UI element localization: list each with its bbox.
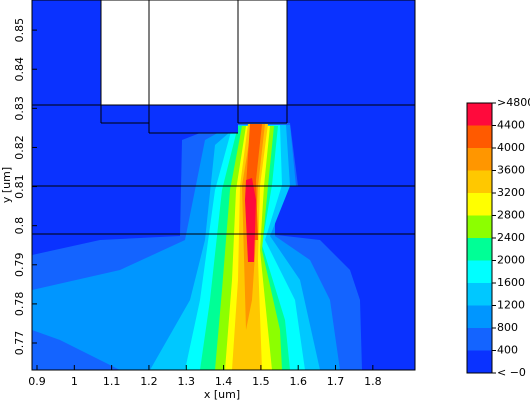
colorbar-band (467, 170, 492, 193)
colorbar-band (467, 103, 492, 126)
colorbar-band (467, 215, 492, 238)
x-tick-label: 1.6 (289, 375, 307, 388)
y-axis-label: y [um] (0, 167, 13, 203)
colorbar-band (467, 260, 492, 283)
colorbar-label: 3200 (497, 186, 525, 199)
x-tick-label: 1.8 (364, 375, 382, 388)
electrode (101, 0, 287, 105)
colorbar-label: 3600 (497, 164, 525, 177)
x-tick-label: 1.5 (252, 375, 270, 388)
colorbar-band (467, 238, 492, 261)
y-tick-label: 0.81 (13, 174, 26, 199)
y-tick-label: 0.83 (13, 96, 26, 121)
colorbar-band (467, 350, 492, 373)
colorbar-band (467, 193, 492, 216)
y-tick-label: 0.84 (13, 57, 26, 82)
colorbar-label: < −0 (497, 366, 526, 379)
y-tick-label: 0.78 (13, 292, 26, 317)
colorbar-label: 2000 (497, 254, 525, 267)
colorbar-label: 4400 (497, 119, 525, 132)
colorbar-label: 1600 (497, 276, 525, 289)
colorbar-band (467, 305, 492, 328)
x-tick-label: 0.9 (28, 375, 46, 388)
colorbar-label: 1200 (497, 299, 525, 312)
contour-band (245, 178, 256, 262)
colorbar-label: 2800 (497, 209, 525, 222)
colorbar-label: 4000 (497, 141, 525, 154)
x-tick-label: 1.3 (178, 375, 196, 388)
y-tick-label: 0.79 (13, 253, 26, 278)
colorbar-band (467, 328, 492, 351)
y-tick-label: 0.85 (13, 18, 26, 43)
colorbar-label: 2400 (497, 231, 525, 244)
y-tick-label: 0.77 (13, 331, 26, 356)
colorbar-band (467, 125, 492, 148)
x-tick-label: 1 (71, 375, 78, 388)
x-axis-label: x [um] (204, 388, 240, 401)
x-tick-label: 1.4 (215, 375, 233, 388)
y-tick-label: 0.8 (13, 217, 26, 235)
colorbar-label: 800 (497, 321, 518, 334)
colorbar-band (467, 148, 492, 171)
colorbar-band (467, 283, 492, 306)
y-tick-label: 0.82 (13, 135, 26, 160)
colorbar-label: 400 (497, 344, 518, 357)
x-tick-label: 1.7 (327, 375, 345, 388)
x-tick-label: 1.2 (140, 375, 158, 388)
x-tick-label: 1.1 (103, 375, 121, 388)
